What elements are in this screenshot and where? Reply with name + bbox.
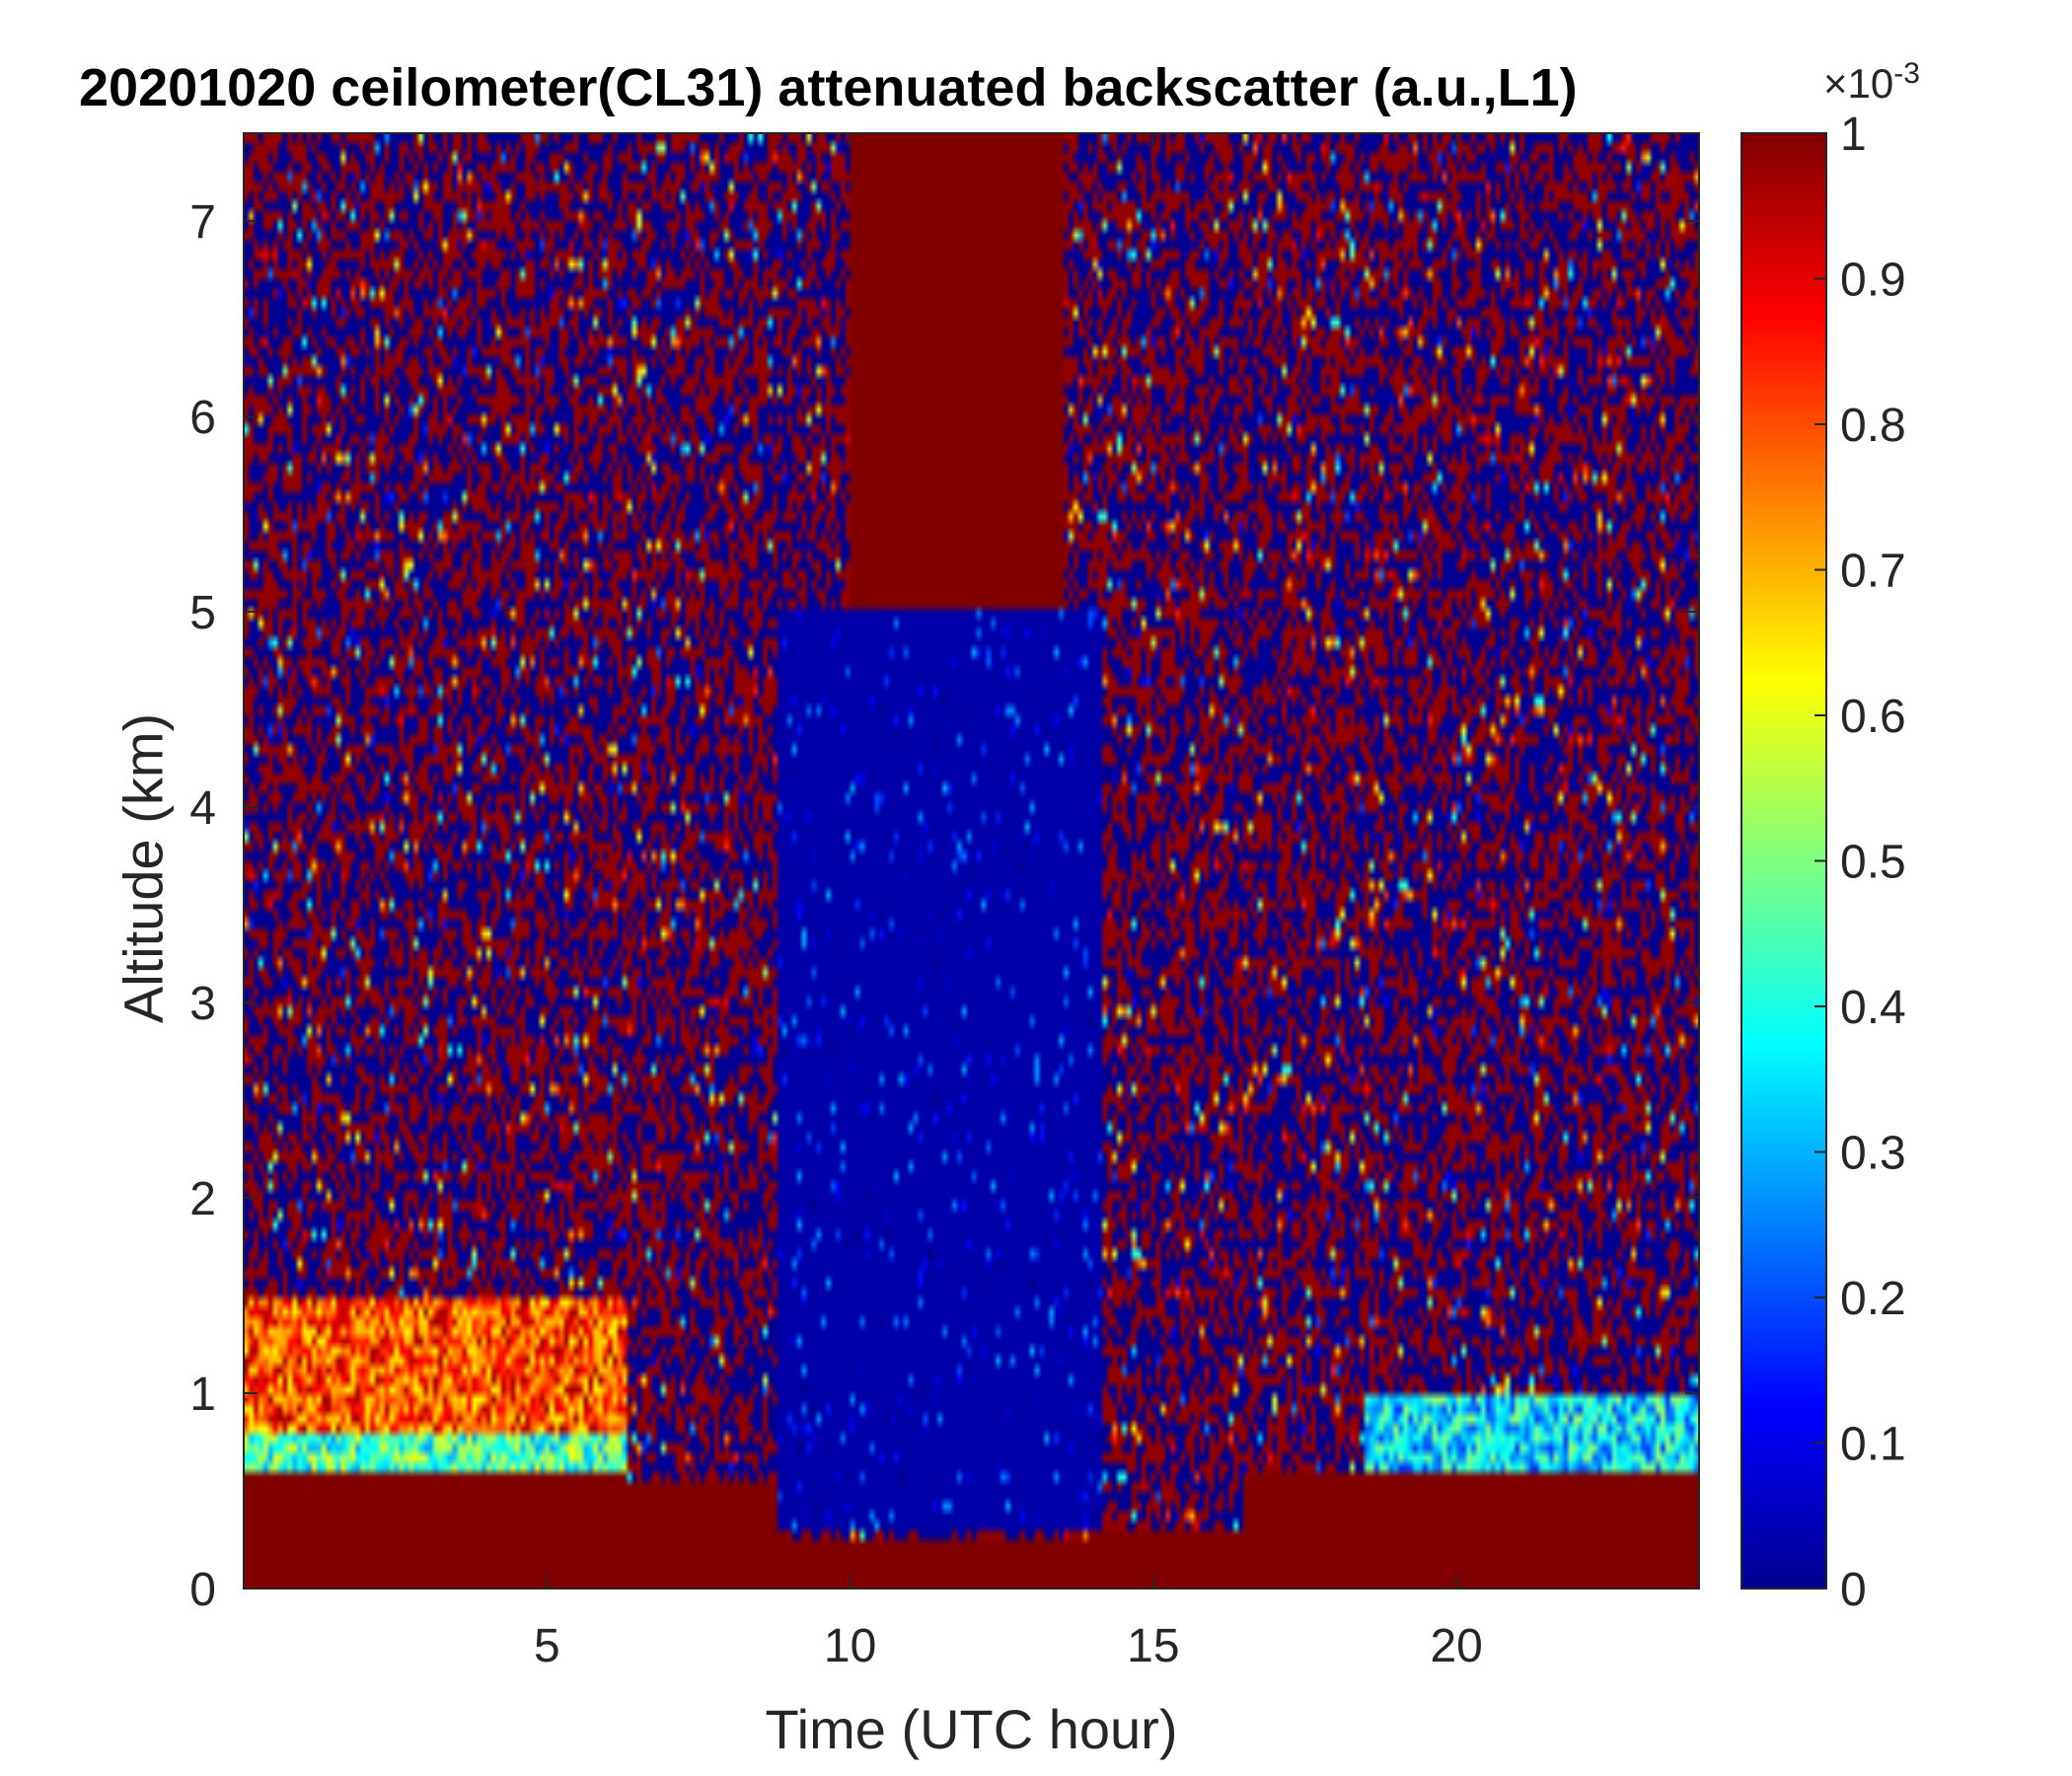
colorbar-tick-label: 0	[1840, 1564, 1867, 1616]
x-tick-label: 5	[534, 1620, 560, 1672]
x-tick-label: 10	[824, 1620, 876, 1672]
colorbar-tick-label: 0.5	[1840, 837, 1906, 889]
colorbar-tick-label: 0.2	[1840, 1273, 1906, 1325]
x-axis: 5 10 15 20	[534, 133, 1483, 1672]
y-tick-label: 3	[189, 978, 216, 1030]
colorbar-exponent: ×10-3	[1823, 57, 1920, 108]
colorbar-ticks: 0 0.1 0.2 0.3 0.4 0.5 0.6 0.7 0.8 0.9 1	[1814, 109, 1906, 1616]
colorbar-tick-label: 0.7	[1840, 546, 1906, 598]
heatmap-cells	[244, 133, 1699, 1589]
colorbar-exponent-power: -3	[1893, 57, 1920, 90]
heatmap-area	[244, 133, 1699, 1589]
y-tick-label: 6	[189, 392, 216, 444]
colorbar-tick-label: 1	[1840, 109, 1867, 161]
y-tick-label: 1	[189, 1369, 216, 1421]
colorbar-tick-label: 0.8	[1840, 400, 1906, 452]
y-tick-label: 5	[189, 587, 216, 639]
colorbar-tick-label: 0.9	[1840, 255, 1906, 307]
colorbar-exponent-base: ×10	[1823, 60, 1894, 107]
x-tick-label: 20	[1430, 1620, 1482, 1672]
colorbar-tick-label: 0.3	[1840, 1128, 1906, 1180]
colorbar-tick-label: 0.6	[1840, 691, 1906, 743]
y-tick-label: 4	[189, 782, 216, 835]
x-axis-label: Time (UTC hour)	[765, 1698, 1178, 1760]
y-tick-label: 0	[189, 1564, 216, 1616]
colorbar-tick-label: 0.1	[1840, 1419, 1906, 1471]
y-tick-label: 2	[189, 1173, 216, 1225]
plot-frame	[243, 132, 1700, 1590]
y-tick-label: 7	[189, 196, 216, 249]
colorbar: 0 0.1 0.2 0.3 0.4 0.5 0.6 0.7 0.8 0.9 1	[1740, 109, 1906, 1616]
x-tick-label: 15	[1127, 1620, 1179, 1672]
y-axis-label: Altitude (km)	[111, 712, 175, 1024]
colorbar-tick-label: 0.4	[1840, 982, 1906, 1034]
y-axis: 0 1 2 3 4 5 6 7	[189, 196, 1699, 1616]
chart-title: 20201020 ceilometer(CL31) attenuated bac…	[79, 58, 1578, 117]
colorbar-gradient	[1740, 132, 1827, 1590]
